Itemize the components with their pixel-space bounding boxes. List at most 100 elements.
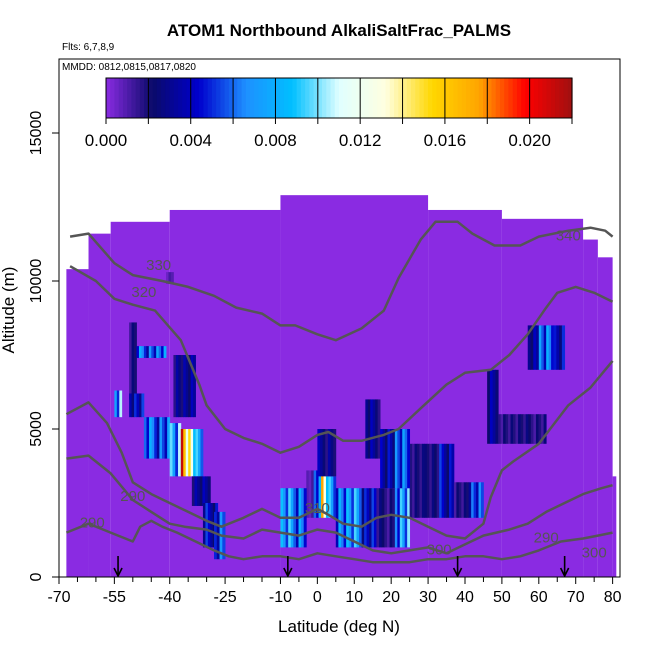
data-cell-strip <box>394 488 398 548</box>
colorbar-swatch <box>161 78 166 118</box>
data-cell-strip <box>361 488 365 548</box>
colorbar-swatch <box>516 78 522 118</box>
data-cell-strip <box>461 482 465 518</box>
data-cell-29 <box>439 443 455 518</box>
x-tick-label: 0 <box>313 589 322 606</box>
data-cell-strip <box>382 429 386 489</box>
colorbar-swatch <box>152 78 158 118</box>
data-cell-strip <box>194 476 198 506</box>
data-cell-strip <box>335 488 339 548</box>
data-cell-strip <box>136 346 140 358</box>
data-cell-strip <box>180 355 184 418</box>
envelope-cell-8 <box>597 257 613 577</box>
plot-inner: 330 320 340 310 300 290 290 290 300 <box>65 195 617 577</box>
envelope-cell-0 <box>66 269 89 577</box>
flight-arrow-3 <box>559 556 570 577</box>
data-cell-strip <box>381 488 385 548</box>
colorbar-swatch <box>334 78 340 118</box>
data-cell-strip <box>399 429 403 489</box>
envelope-cell-9 <box>612 476 617 577</box>
data-cell-strip <box>333 476 337 518</box>
data-cell-strip <box>167 417 171 459</box>
data-cell-strip <box>156 417 160 459</box>
data-cell-strip <box>429 443 433 518</box>
data-cell-strip <box>436 443 440 518</box>
colorbar-swatch <box>512 78 518 118</box>
data-cell-strip <box>340 488 344 548</box>
data-cell-strip <box>356 488 360 548</box>
data-cell-strip <box>525 414 529 444</box>
data-cell-strip <box>407 429 411 489</box>
data-cell-strip <box>202 476 206 506</box>
colorbar-swatch <box>169 78 175 118</box>
y-tick-label: 0 <box>28 572 45 581</box>
data-cell-strip <box>538 414 542 444</box>
contour-310 <box>65 360 614 540</box>
arrow-head <box>559 567 570 577</box>
colorbar-swatch <box>504 78 510 118</box>
colorbar-swatch <box>483 78 488 118</box>
colorbar-swatch <box>288 78 293 118</box>
data-cell-strip <box>369 488 372 548</box>
colorbar-swatch <box>470 78 476 118</box>
data-cell-strip <box>431 443 435 518</box>
data-cell-strip <box>163 346 167 358</box>
data-cell-strip <box>318 470 322 518</box>
data-cell-strip <box>536 325 540 370</box>
data-cell-4 <box>129 393 145 418</box>
colorbar-swatch <box>529 78 535 118</box>
colorbar-swatch <box>546 78 552 118</box>
data-cell-strip <box>523 414 527 444</box>
data-cell-strip <box>456 482 460 518</box>
data-cell-strip <box>498 414 502 444</box>
colorbar-gradient <box>106 78 573 118</box>
colorbar-swatch <box>474 78 480 118</box>
data-cell-strip <box>166 272 169 284</box>
colorbar-swatch <box>436 78 442 118</box>
plot-area: 330 320 340 310 300 290 290 290 300 <box>58 58 621 578</box>
data-cell-strip <box>175 355 179 418</box>
colorbar-swatch <box>131 78 137 118</box>
data-cell-strip <box>487 369 491 444</box>
colorbar-swatch <box>250 78 255 118</box>
data-cell-strip <box>546 325 550 370</box>
x-tick-label: 40 <box>456 589 474 606</box>
colorbar-swatch <box>228 78 234 118</box>
x-tick-label: -55 <box>103 589 126 606</box>
data-cell-strip <box>404 429 408 489</box>
data-cell-strip <box>561 325 566 370</box>
data-cell-strip <box>338 488 342 548</box>
colorbar-swatch <box>339 78 344 118</box>
data-cell-36 <box>538 325 554 370</box>
data-cell-strip <box>458 482 462 518</box>
data-cell-8 <box>188 429 196 477</box>
data-cell-strip <box>471 482 474 518</box>
colorbar-swatch <box>224 78 230 118</box>
data-cell-strip <box>183 429 187 477</box>
data-cell-34 <box>512 414 547 444</box>
colorbar-swatch <box>406 78 412 118</box>
colorbar-swatch <box>427 78 433 118</box>
colorbar-swatch <box>495 78 501 118</box>
contour-label: 290 <box>120 488 145 505</box>
colorbar-swatch <box>106 78 111 118</box>
colorbar-swatch <box>127 78 133 118</box>
data-cell-28 <box>424 443 440 518</box>
data-cell-strip <box>114 390 118 418</box>
colorbar-swatch <box>300 78 306 118</box>
colorbar-swatch <box>241 78 247 118</box>
colorbar-swatch <box>165 78 171 118</box>
colorbar-swatch <box>296 78 302 118</box>
colorbar-tick-label: 0.012 <box>339 131 382 150</box>
data-cell-strip <box>399 488 403 548</box>
chart-title: ATOM1 Northbound AlkaliSaltFrac_PALMS <box>167 21 511 40</box>
data-cell-strip <box>306 470 310 518</box>
data-cell-strip <box>505 414 509 444</box>
contour-label: 310 <box>305 500 330 517</box>
colorbar-swatch <box>411 78 416 118</box>
data-cell-strip <box>372 399 376 459</box>
colorbar-swatch <box>110 78 116 118</box>
y-tick-label: 5000 <box>28 411 45 447</box>
data-cell-strip <box>346 488 350 548</box>
data-cell-32 <box>487 369 499 444</box>
